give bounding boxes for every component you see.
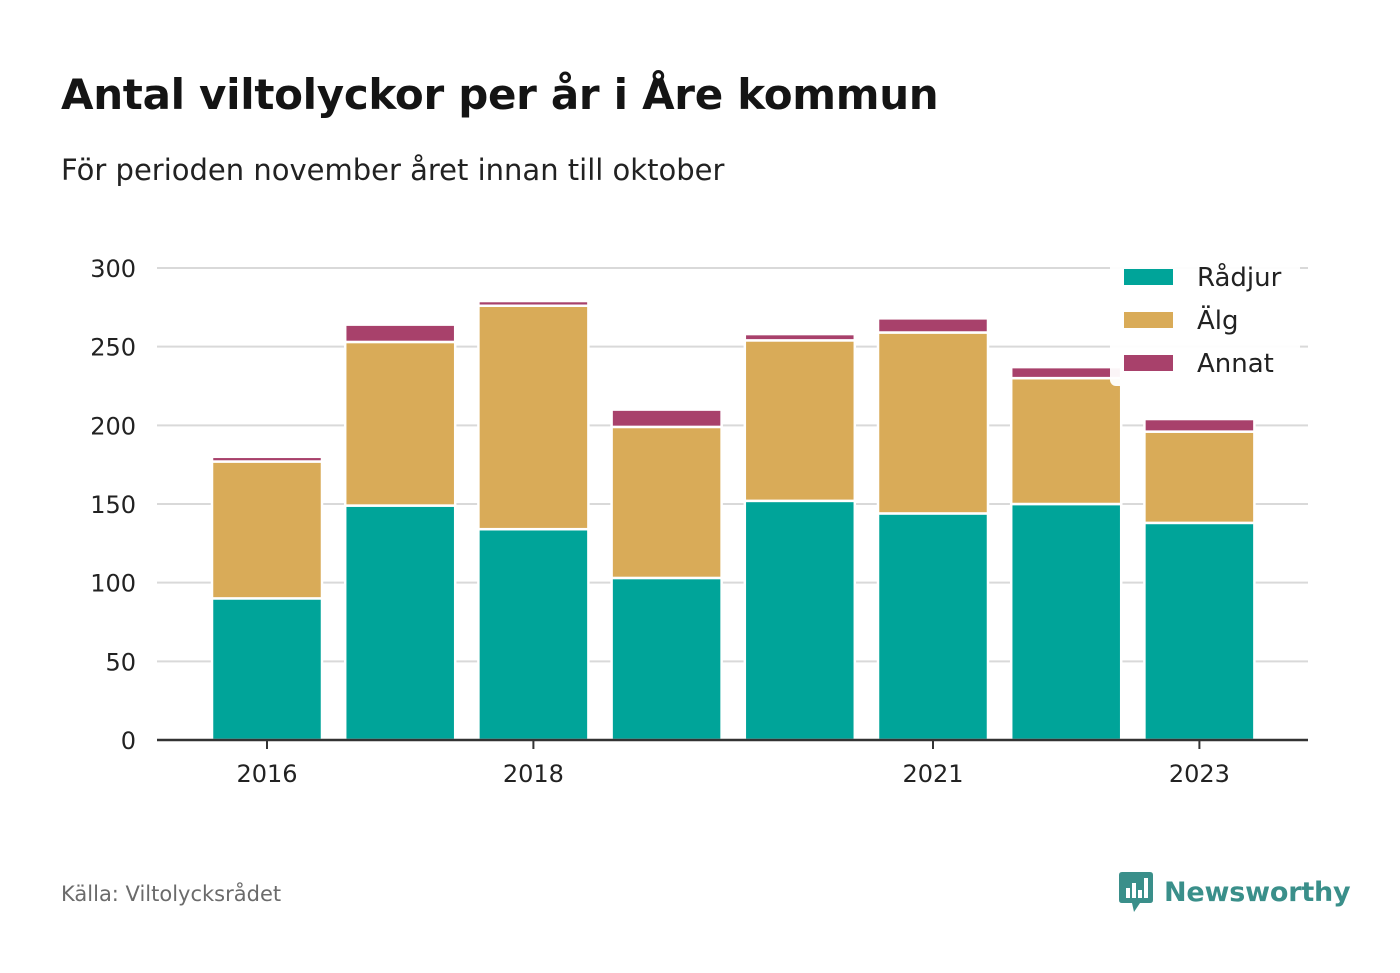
brand-name: Newsworthy	[1164, 876, 1351, 908]
y-axis-ticks: 0 50 100 150 200 250 300	[90, 255, 136, 755]
chart-subtitle: För perioden november året innan till ok…	[61, 153, 725, 187]
legend-swatch	[1124, 312, 1173, 328]
y-tick-label: 100	[90, 570, 136, 598]
bar-segment	[477, 527, 590, 742]
y-tick-label: 250	[90, 334, 136, 362]
bar-segment	[210, 455, 324, 463]
bar-segment	[1009, 365, 1123, 380]
brand-logo: Newsworthy	[1118, 868, 1351, 916]
bar-segment	[343, 323, 457, 344]
newsworthy-logo-icon	[1119, 872, 1153, 912]
bar-segment	[1009, 502, 1123, 742]
bar-segment	[876, 331, 990, 515]
legend-label: Rådjur	[1197, 262, 1282, 293]
x-tick-label: 2021	[902, 760, 963, 788]
legend: Rådjur Älg Annat	[1110, 256, 1300, 386]
y-tick-label: 200	[90, 412, 136, 440]
legend-label: Annat	[1197, 349, 1274, 379]
bar-segment	[876, 317, 990, 334]
bar-segment	[477, 304, 590, 531]
bar-segment	[610, 576, 723, 742]
legend-swatch	[1124, 269, 1173, 285]
legend-background	[1110, 256, 1300, 386]
y-tick-label: 0	[121, 727, 136, 755]
bar-segment	[343, 504, 457, 742]
bar-segment	[610, 408, 723, 429]
x-tick-label: 2023	[1169, 760, 1230, 788]
legend-label: Älg	[1197, 304, 1239, 336]
bar-segment	[1143, 430, 1256, 525]
legend-swatch	[1124, 355, 1173, 371]
source-note: Källa: Viltolycksrådet	[61, 882, 282, 906]
bar-segment	[876, 512, 990, 742]
bar-segment	[343, 340, 457, 507]
bar-segment	[1143, 417, 1256, 433]
bar-segment	[210, 597, 324, 742]
bar-segment	[743, 499, 857, 742]
x-tick-label: 2018	[503, 760, 564, 788]
chart-title: Antal viltolyckor per år i Åre kommun	[61, 70, 939, 119]
x-axis: 2016 2018 2021 2023	[157, 738, 1308, 788]
bar-segment	[743, 332, 857, 342]
y-tick-label: 150	[90, 491, 136, 519]
bars	[210, 299, 1256, 742]
y-tick-label: 50	[105, 648, 136, 676]
bar-segment	[743, 339, 857, 503]
bar-segment	[1143, 521, 1256, 742]
y-tick-label: 300	[90, 255, 136, 283]
x-tick-label: 2016	[236, 760, 297, 788]
bar-segment	[1009, 376, 1123, 506]
bar-segment	[210, 460, 324, 600]
bar-segment	[477, 299, 590, 308]
bar-segment	[610, 425, 723, 580]
